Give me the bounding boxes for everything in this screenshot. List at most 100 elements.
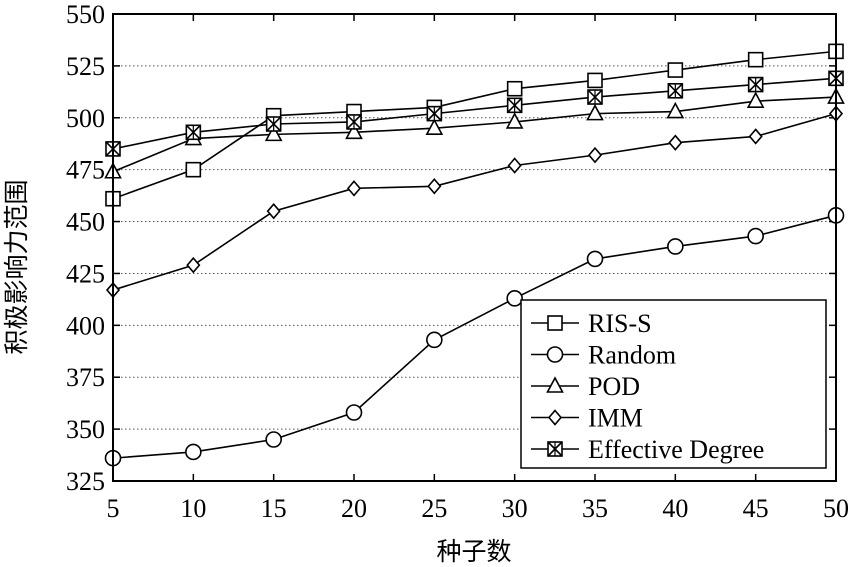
- series-line-random: [112, 214, 837, 459]
- series-group: [104, 43, 845, 467]
- data-point-random: [667, 238, 684, 255]
- diamond-marker: [427, 178, 442, 195]
- diamond-marker: [547, 409, 563, 426]
- plot-frame: [112, 13, 837, 482]
- triangle-marker: [586, 103, 604, 121]
- y-tick-label: 350: [66, 415, 105, 444]
- series-line-imm: [112, 112, 837, 291]
- data-point-random: [426, 331, 443, 349]
- data-point-imm: [346, 180, 362, 197]
- x-tick-label: 45: [743, 494, 769, 523]
- diamond-marker: [507, 157, 522, 174]
- data-point-imm: [748, 128, 763, 145]
- y-tick-label: 400: [66, 311, 105, 340]
- legend-label: IMM: [588, 404, 643, 433]
- series-pod: [104, 87, 845, 179]
- x-tick-label: 25: [421, 494, 447, 523]
- data-point-ris-s: [667, 62, 684, 78]
- x-tick-label: 50: [823, 494, 849, 523]
- square-marker: [185, 161, 202, 178]
- y-tick-label: 550: [66, 0, 105, 29]
- data-point-imm: [587, 146, 603, 164]
- y-axis-ticks: 325 350 375 400 425 450 475 500 525 550: [66, 0, 836, 496]
- y-tick-label: 325: [66, 467, 105, 496]
- y-tick-label: 475: [66, 156, 105, 185]
- circle-marker: [345, 404, 363, 421]
- data-point-pod: [425, 118, 444, 135]
- legend-marker: [546, 346, 564, 363]
- legend-marker: [546, 376, 564, 393]
- x-tick-label: 40: [662, 494, 688, 523]
- diamond-marker: [186, 256, 201, 274]
- series-line-ris-s: [112, 50, 837, 200]
- legend-label: Random: [588, 341, 676, 370]
- square-marker: [547, 315, 563, 331]
- data-point-ris-s: [587, 72, 603, 89]
- data-point-pod: [505, 112, 524, 129]
- triangle-marker: [264, 124, 283, 142]
- triangle-marker: [666, 101, 685, 119]
- x-axis-ticks: 5 10 15 20 25 30 35 40 45 50: [107, 14, 849, 523]
- x-tick-label: 35: [582, 494, 608, 523]
- legend-item-effective-degree: Effective Degree: [531, 435, 764, 464]
- data-point-effective-degree: [587, 89, 603, 105]
- legend-marker: [547, 315, 563, 331]
- x-tick-label: 30: [502, 494, 528, 523]
- circle-marker: [586, 250, 604, 268]
- legend-item-random: Random: [531, 341, 676, 370]
- series-line-effective-degree: [112, 77, 837, 150]
- data-point-ris-s: [506, 80, 523, 97]
- diamond-marker: [668, 134, 683, 151]
- data-point-random: [506, 290, 523, 307]
- data-point-imm: [507, 157, 522, 174]
- x-tick-label: 5: [107, 494, 120, 523]
- series-effective-degree: [105, 70, 844, 157]
- triangle-marker: [546, 376, 564, 393]
- legend-item-pod: POD: [531, 372, 640, 401]
- data-point-effective-degree: [185, 124, 202, 141]
- data-point-effective-degree: [426, 105, 443, 122]
- circle-marker: [265, 431, 282, 448]
- data-point-ris-s: [185, 161, 202, 178]
- y-axis-label: 积极影响力范围: [2, 179, 31, 354]
- square-marker: [506, 80, 523, 97]
- data-point-random: [345, 404, 363, 421]
- data-point-pod: [746, 91, 765, 108]
- data-point-pod: [264, 124, 283, 142]
- circle-marker: [546, 346, 564, 363]
- data-point-random: [185, 443, 202, 461]
- series-line-pod: [112, 96, 837, 173]
- x-tick-label: 20: [341, 494, 367, 523]
- grid-lines: [113, 65, 836, 430]
- data-point-random: [747, 227, 764, 245]
- y-tick-label: 375: [66, 363, 105, 392]
- data-point-ris-s: [747, 51, 764, 68]
- data-point-imm: [427, 178, 442, 195]
- legend-label: Effective Degree: [588, 435, 764, 464]
- x-axis-label: 种子数: [436, 537, 511, 566]
- diamond-marker: [748, 128, 763, 145]
- y-tick-label: 450: [66, 208, 105, 237]
- legend-label: RIS-S: [588, 309, 652, 338]
- data-point-effective-degree: [747, 76, 764, 93]
- legend-marker: [547, 409, 563, 426]
- data-point-random: [586, 250, 604, 268]
- data-point-imm: [266, 202, 281, 220]
- circle-marker: [667, 238, 684, 255]
- circle-marker: [747, 227, 764, 245]
- diamond-marker: [587, 146, 603, 164]
- diamond-marker: [266, 202, 281, 220]
- data-point-random: [265, 431, 282, 448]
- square-marker: [667, 62, 684, 78]
- triangle-marker: [505, 112, 524, 129]
- legend-item-ris-s: RIS-S: [531, 309, 652, 338]
- series-imm: [105, 105, 844, 299]
- legend-box: [520, 299, 827, 469]
- legend-marker: [547, 441, 563, 457]
- data-point-pod: [586, 103, 604, 121]
- data-point-effective-degree: [667, 82, 684, 99]
- triangle-marker: [425, 118, 444, 135]
- circle-marker: [185, 443, 202, 461]
